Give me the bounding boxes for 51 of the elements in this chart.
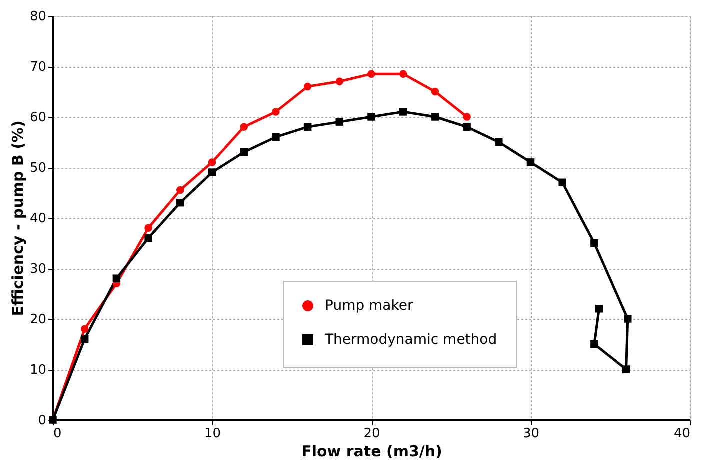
point (431, 88, 440, 96)
point (176, 198, 184, 207)
point (368, 113, 376, 121)
point (272, 133, 280, 142)
y-tick-label: 60 (30, 110, 46, 126)
point (80, 335, 89, 344)
x-tick-label: 40 (674, 426, 690, 442)
point (240, 148, 248, 156)
point (526, 158, 535, 166)
point (144, 224, 152, 232)
point (622, 366, 630, 374)
point (558, 178, 566, 187)
point (595, 305, 604, 313)
point (80, 325, 89, 333)
y-tick-label: 40 (30, 212, 46, 226)
y-tick-label: 70 (30, 60, 46, 75)
y-tick-label: 50 (30, 161, 46, 176)
x-tick-label: 30 (522, 426, 540, 442)
point (144, 234, 152, 242)
x-tick-label: 20 (364, 426, 380, 442)
point (624, 315, 632, 323)
x-axis-title: Flow rate (m3/h) (302, 442, 442, 460)
point (590, 340, 598, 348)
point (176, 186, 184, 194)
legend-label: Pump maker (325, 298, 414, 314)
point (208, 158, 216, 166)
point (495, 138, 503, 146)
y-tick-label: 10 (30, 363, 46, 378)
y-axis-title: Efficiency - pump B (%) (8, 120, 27, 316)
x-tick-label: 0 (54, 426, 62, 442)
legend-label: Thermodynamic method (324, 332, 498, 348)
point (336, 118, 344, 126)
point (304, 82, 312, 91)
y-tick-label: 0 (38, 414, 46, 428)
point (463, 123, 471, 131)
point (463, 113, 471, 121)
point (399, 108, 408, 116)
point (368, 70, 376, 78)
point (304, 123, 312, 131)
point (431, 113, 440, 121)
y-tick-label: 80 (30, 10, 46, 24)
x-tick-label: 10 (204, 426, 222, 442)
point (336, 78, 344, 86)
point (590, 239, 598, 248)
point (240, 123, 248, 131)
point (208, 168, 216, 176)
point (272, 108, 280, 116)
point (112, 274, 121, 282)
y-tick-label: 20 (30, 312, 46, 328)
y-tick-label: 30 (30, 262, 46, 277)
point (399, 70, 408, 78)
